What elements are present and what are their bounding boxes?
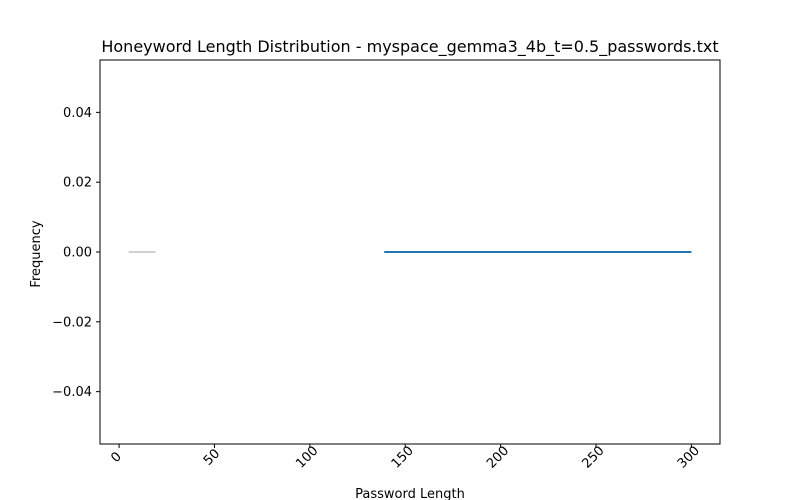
- x-axis: 0 50 100 150 200 250 300: [108, 443, 703, 471]
- y-axis: 0.04 0.02 0.00 −0.02 −0.04: [52, 106, 100, 400]
- y-axis-label: Frequency: [29, 220, 44, 287]
- y-tick-label: 0.00: [63, 246, 92, 261]
- x-tick-label: 150: [389, 443, 417, 471]
- chart-title: Honeyword Length Distribution - myspace_…: [101, 37, 718, 57]
- y-tick-label: −0.04: [52, 385, 92, 400]
- x-tick-label: 200: [484, 443, 512, 471]
- x-tick-label: 50: [201, 446, 223, 468]
- x-tick-label: 0: [108, 449, 124, 465]
- x-tick-label: 300: [675, 443, 703, 471]
- y-tick-label: −0.02: [52, 315, 92, 330]
- y-tick-label: 0.02: [63, 176, 92, 191]
- x-axis-label: Password Length: [355, 487, 465, 500]
- x-tick-label: 250: [579, 443, 607, 471]
- y-tick-label: 0.04: [63, 106, 92, 121]
- x-tick-label: 100: [293, 443, 321, 471]
